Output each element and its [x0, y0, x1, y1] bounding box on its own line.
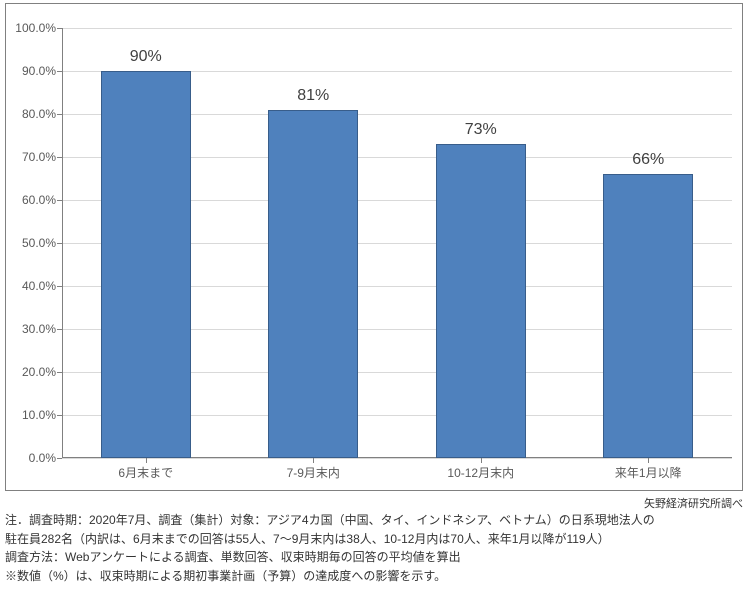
y-tick-label: 30.0%: [22, 322, 62, 336]
y-tick-label: 50.0%: [22, 236, 62, 250]
y-axis: [62, 28, 63, 458]
x-tick-mark: [481, 458, 482, 463]
notes-block: 注．調査時期：2020年7月、調査（集計）対象：アジア4カ国（中国、タイ、インド…: [5, 511, 743, 585]
y-tick-label: 80.0%: [22, 107, 62, 121]
chart-container: 0.0%10.0%20.0%30.0%40.0%50.0%60.0%70.0%8…: [0, 0, 748, 592]
gridline: [62, 28, 732, 29]
bar: 90%: [101, 71, 191, 458]
bar-value-label: 66%: [632, 151, 664, 175]
x-tick-mark: [313, 458, 314, 463]
bar-value-label: 90%: [130, 48, 162, 72]
bar-value-label: 81%: [297, 87, 329, 111]
y-tick-label: 60.0%: [22, 193, 62, 207]
bar-value-label: 73%: [465, 121, 497, 145]
y-tick-label: 100.0%: [15, 21, 62, 35]
source-credit: 矢野経済研究所調べ: [644, 495, 743, 511]
notes-line: 注．調査時期：2020年7月、調査（集計）対象：アジア4カ国（中国、タイ、インド…: [5, 511, 743, 530]
y-tick-label: 10.0%: [22, 408, 62, 422]
y-tick-label: 20.0%: [22, 365, 62, 379]
bar: 66%: [603, 174, 693, 458]
y-tick-label: 40.0%: [22, 279, 62, 293]
x-tick-mark: [648, 458, 649, 463]
plot-area: 0.0%10.0%20.0%30.0%40.0%50.0%60.0%70.0%8…: [62, 28, 732, 458]
notes-line: 調査方法：Webアンケートによる調査、単数回答、収束時期毎の回答の平均値を算出: [5, 548, 743, 567]
y-tick-label: 70.0%: [22, 150, 62, 164]
y-tick-label: 90.0%: [22, 64, 62, 78]
notes-line: 駐在員282名（内訳は、6月末までの回答は55人、7～9月末内は38人、10-1…: [5, 530, 743, 549]
x-tick-mark: [146, 458, 147, 463]
bar: 73%: [436, 144, 526, 458]
bar: 81%: [268, 110, 358, 458]
y-tick-mark: [57, 458, 62, 459]
notes-line: ※数値（%）は、収束時期による期初事業計画（予算）の達成度への影響を示す。: [5, 567, 743, 586]
